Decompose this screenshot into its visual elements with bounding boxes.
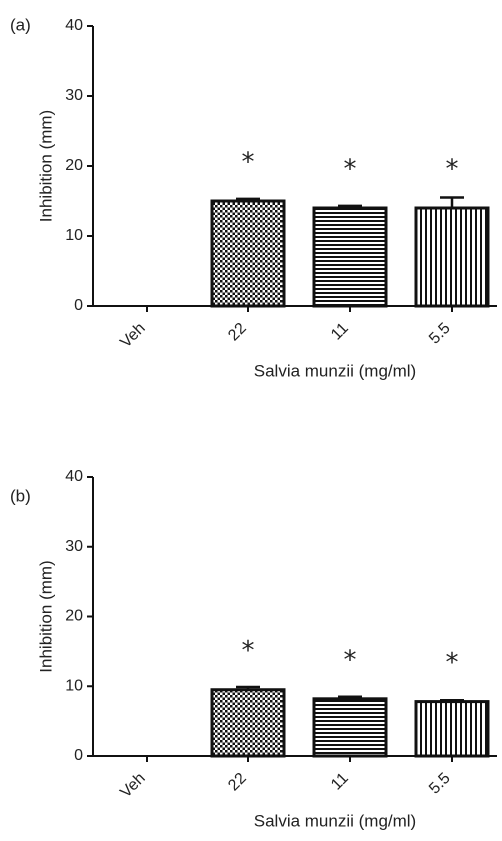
chart-panel-a: (a) 0 10 20 30 40 Inhibition (mm) Veh * 22 * 11 * 5.5… <box>10 15 497 380</box>
y-tick-label: 20 <box>65 157 83 174</box>
y-axis-title: Inhibition (mm) <box>36 560 55 672</box>
x-tick-label: 22 <box>225 770 250 795</box>
chart-panel-b: (b) 0 10 20 30 40 Inhibition (mm) Veh * 22 * 11 * 5.5… <box>10 468 497 830</box>
bar-11 <box>312 206 388 308</box>
bar-5.5 <box>414 700 490 758</box>
x-tick-label: 11 <box>328 320 352 344</box>
bar-11 <box>312 697 388 758</box>
significance-marker: * <box>344 155 357 185</box>
y-axis-title: Inhibition (mm) <box>36 110 55 222</box>
y-tick-label: 10 <box>65 227 83 244</box>
significance-marker: * <box>446 648 459 678</box>
y-tick-label: 0 <box>74 747 83 764</box>
x-tick-label: Veh <box>117 770 149 802</box>
y-tick-label: 20 <box>65 608 83 625</box>
x-tick-label: Veh <box>117 320 149 352</box>
panel-label: (a) <box>10 15 31 34</box>
y-tick-label: 40 <box>65 17 83 34</box>
x-tick-label: 22 <box>225 320 250 345</box>
x-tick-label: 5.5 <box>426 320 454 348</box>
significance-marker: * <box>242 636 255 666</box>
x-axis-title: Salvia munzii (mg/ml) <box>254 811 416 830</box>
x-axis-title: Salvia munzii (mg/ml) <box>254 361 416 380</box>
x-tick-label: 5.5 <box>426 770 454 798</box>
panel-label: (b) <box>10 486 31 505</box>
significance-marker: * <box>344 645 357 675</box>
significance-marker: * <box>446 155 459 185</box>
y-tick-label: 30 <box>65 538 83 555</box>
bar-22 <box>210 199 286 308</box>
bar-5.5 <box>414 206 490 308</box>
bar-22 <box>210 688 286 758</box>
significance-marker: * <box>242 148 255 178</box>
y-tick-label: 30 <box>65 87 83 104</box>
y-tick-label: 40 <box>65 468 83 485</box>
x-tick-label: 11 <box>328 770 352 794</box>
y-tick-label: 0 <box>74 297 83 314</box>
y-tick-label: 10 <box>65 677 83 694</box>
